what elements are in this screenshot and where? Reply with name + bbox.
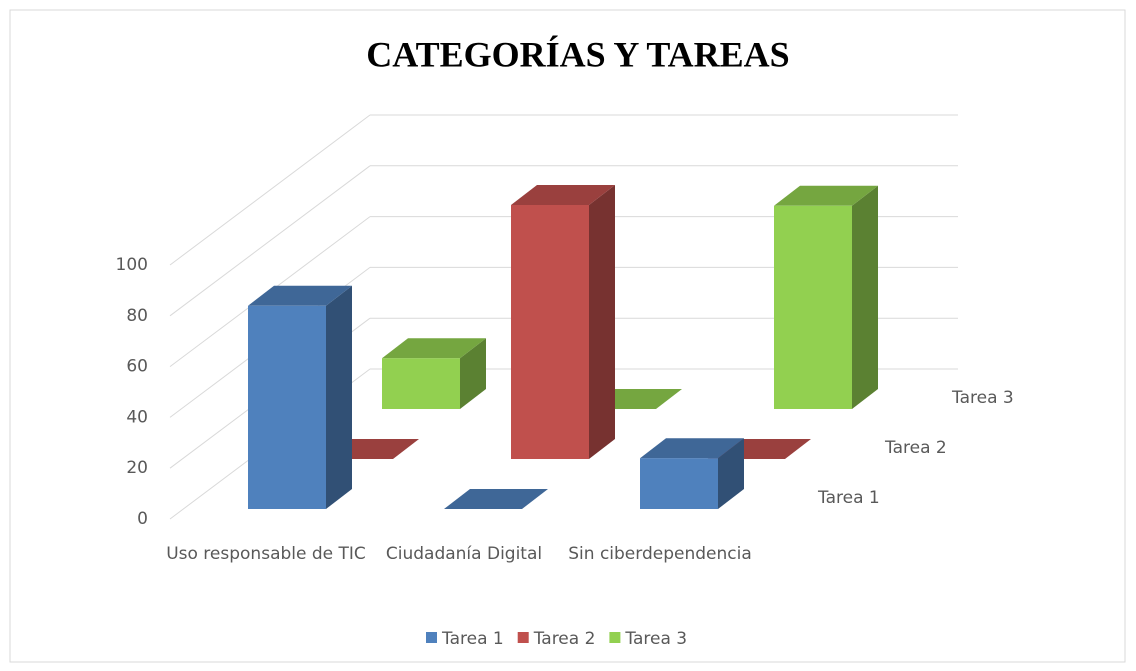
chart-title: CATEGORÍAS Y TAREAS — [366, 34, 789, 74]
legend-label: Tarea 3 — [624, 629, 687, 649]
grid-line — [169, 114, 371, 266]
y-tick-label: 80 — [126, 306, 148, 326]
bar — [774, 205, 852, 409]
y-tick-label: 60 — [126, 357, 148, 377]
bar — [511, 205, 589, 459]
bar-side — [326, 285, 352, 509]
legend-label: Tarea 1 — [441, 629, 504, 649]
depth-label: Tarea 1 — [817, 488, 880, 508]
bar-top — [774, 185, 878, 206]
depth-label: Tarea 2 — [884, 438, 947, 458]
legend-swatch — [426, 632, 437, 643]
x-tick-label: Uso responsable de TIC — [166, 544, 366, 564]
bar-side — [460, 338, 486, 409]
bar-top — [640, 438, 744, 459]
legend-swatch — [517, 632, 529, 643]
bar-side — [589, 185, 615, 459]
bar — [382, 358, 460, 409]
bar-top — [511, 185, 615, 205]
bar-top — [248, 285, 352, 306]
bar-top — [444, 489, 548, 509]
y-tick-label: 40 — [126, 407, 148, 427]
bar-side — [718, 438, 744, 509]
bar-top — [382, 338, 486, 359]
legend-swatch — [609, 632, 621, 643]
bar — [248, 305, 326, 509]
bar — [640, 458, 718, 509]
x-tick-label: Sin ciberdependencia — [568, 544, 752, 564]
legend-label: Tarea 2 — [533, 629, 596, 649]
bar-side — [852, 185, 878, 409]
y-tick-label: 100 — [116, 255, 148, 275]
y-tick-label: 20 — [126, 458, 148, 478]
depth-label: Tarea 3 — [951, 388, 1014, 408]
grid-line — [169, 165, 371, 317]
y-tick-label: 0 — [137, 509, 148, 529]
x-tick-label: Ciudadanía Digital — [385, 544, 543, 564]
